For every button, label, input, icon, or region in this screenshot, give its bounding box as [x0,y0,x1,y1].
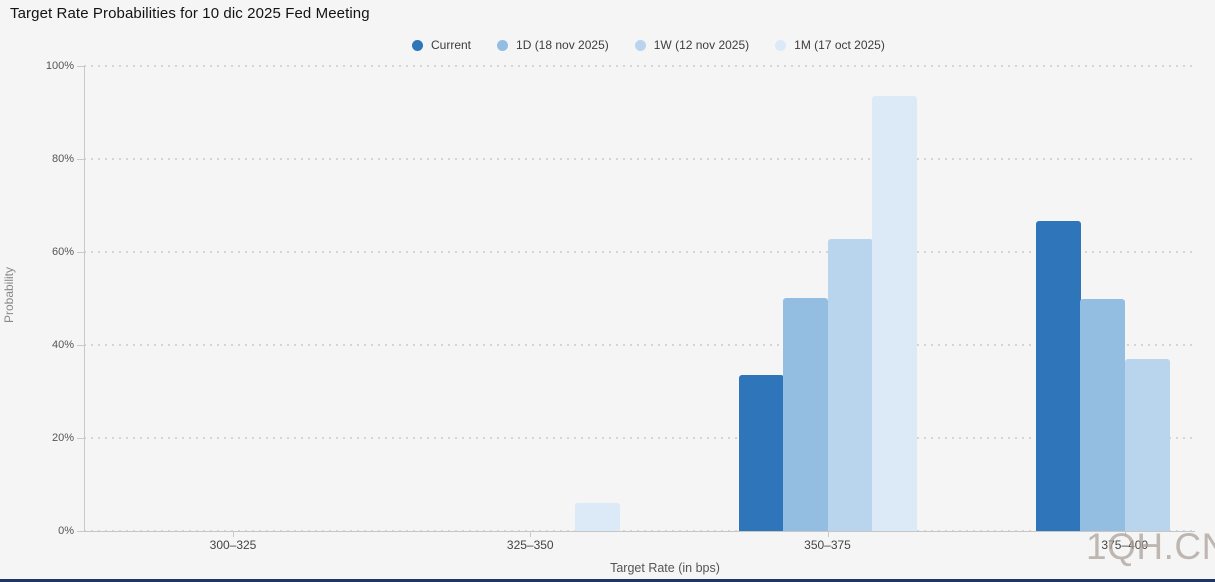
x-tick-label: 350–375 [804,538,851,552]
y-axis-title: Probability [2,266,16,324]
x-tick-mark [233,531,234,537]
bar-1m-325-350 [575,502,620,531]
x-tick-label: 325–350 [506,538,554,552]
y-tick-mark [77,345,84,346]
y-tick-mark [77,66,84,67]
chart-title: Target Rate Probabilities for 10 dic 202… [10,5,370,22]
y-tick-mark [77,159,84,160]
gridline-60% [84,251,1195,253]
legend-label: 1M (17 oct 2025) [794,38,885,52]
y-tick-label-60%: 60% [51,246,74,258]
y-axis-line [84,66,85,532]
y-tick-label-0%: 0% [58,525,74,537]
legend-dot-icon [497,39,509,51]
legend: Current 1D (18 nov 2025) 1W (12 nov 2025) 1… [412,38,885,52]
bar-1d-350-375 [783,298,828,531]
watermark: 1QH.CN [1086,526,1215,567]
legend-dot-icon [412,39,423,51]
gridline-20% [84,437,1195,439]
gridline-80% [84,158,1195,160]
y-tick-label-80%: 80% [51,153,74,165]
x-tick-label: 300–325 [209,538,257,552]
legend-item-current[interactable]: Current [412,38,471,52]
x-tick-label: 375–400 [1101,538,1149,552]
x-tick-mark [1124,531,1126,537]
y-tick-label-100%: 100% [45,60,74,72]
legend-label: 1D (18 nov 2025) [516,38,609,52]
x-axis-line [84,531,1195,532]
y-tick-mark [77,252,84,253]
bottom-strip [0,579,1215,582]
y-tick-label-40%: 40% [51,339,74,351]
plot-area [84,65,1195,532]
legend-item-1m[interactable]: 1M (17 oct 2025) [775,38,885,52]
x-tick-mark [530,531,532,537]
bar-1w-350-375 [828,238,873,531]
legend-dot-icon [634,39,646,51]
legend-label: 1W (12 nov 2025) [653,38,750,52]
x-tick-mark [827,531,829,537]
legend-item-1w[interactable]: 1W (12 nov 2025) [634,38,750,52]
y-tick-mark [77,531,84,532]
gridline-100% [84,65,1195,67]
legend-item-1d[interactable]: 1D (18 nov 2025) [497,38,609,52]
legend-label: Current [431,38,472,52]
y-tick-label-20%: 20% [51,432,74,444]
bar-1d-375-400 [1080,298,1125,531]
bar-current-350-375 [739,375,784,531]
y-tick-mark [77,438,84,439]
bar-current-375-400 [1036,220,1081,531]
bar-1w-375-400 [1125,358,1170,531]
gridline-40% [84,344,1195,346]
legend-dot-icon [775,39,787,51]
bar-1m-350-375 [872,96,917,531]
x-axis-title: Target Rate (in bps) [610,561,720,575]
